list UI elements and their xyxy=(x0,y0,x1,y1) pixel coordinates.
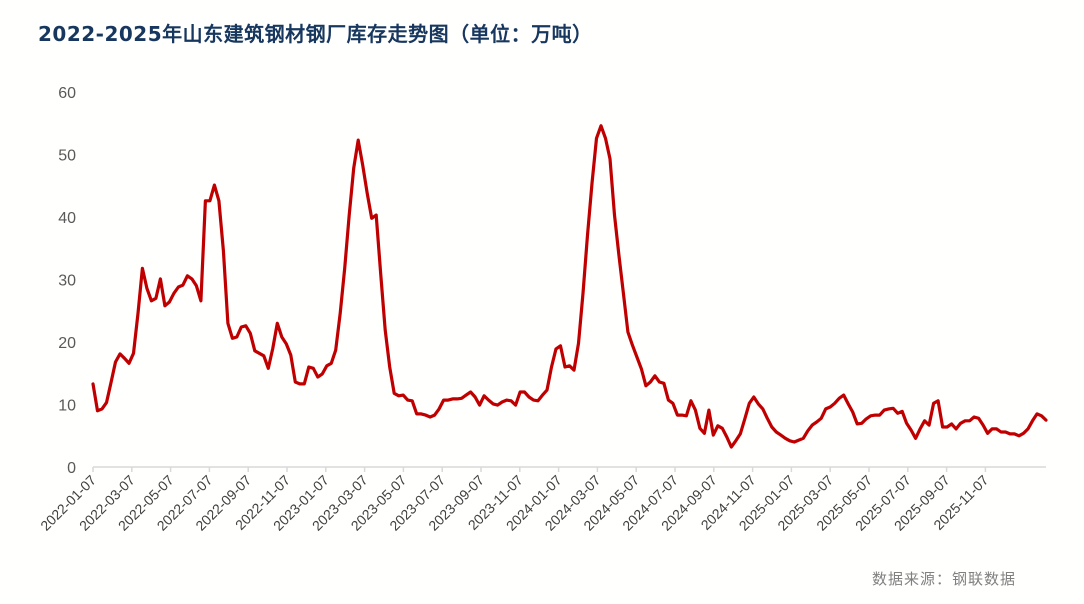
chart-title: 2022-2025年山东建筑钢材钢厂库存走势图（单位：万吨） xyxy=(38,22,593,46)
x-axis: 2022-01-072022-03-072022-05-072022-07-07… xyxy=(37,466,1046,534)
y-tick-label: 50 xyxy=(58,148,76,165)
y-tick-label: 20 xyxy=(58,335,76,352)
y-tick-label: 10 xyxy=(58,398,76,415)
y-tick-label: 30 xyxy=(58,273,76,290)
y-tick-label: 0 xyxy=(67,460,76,477)
y-tick-label: 60 xyxy=(58,85,76,102)
y-axis: 0 10 20 30 40 50 60 xyxy=(58,85,76,477)
data-source-note: 数据来源：钢联数据 xyxy=(872,570,1017,588)
inventory-line xyxy=(91,124,1048,449)
y-tick-label: 40 xyxy=(58,210,76,227)
